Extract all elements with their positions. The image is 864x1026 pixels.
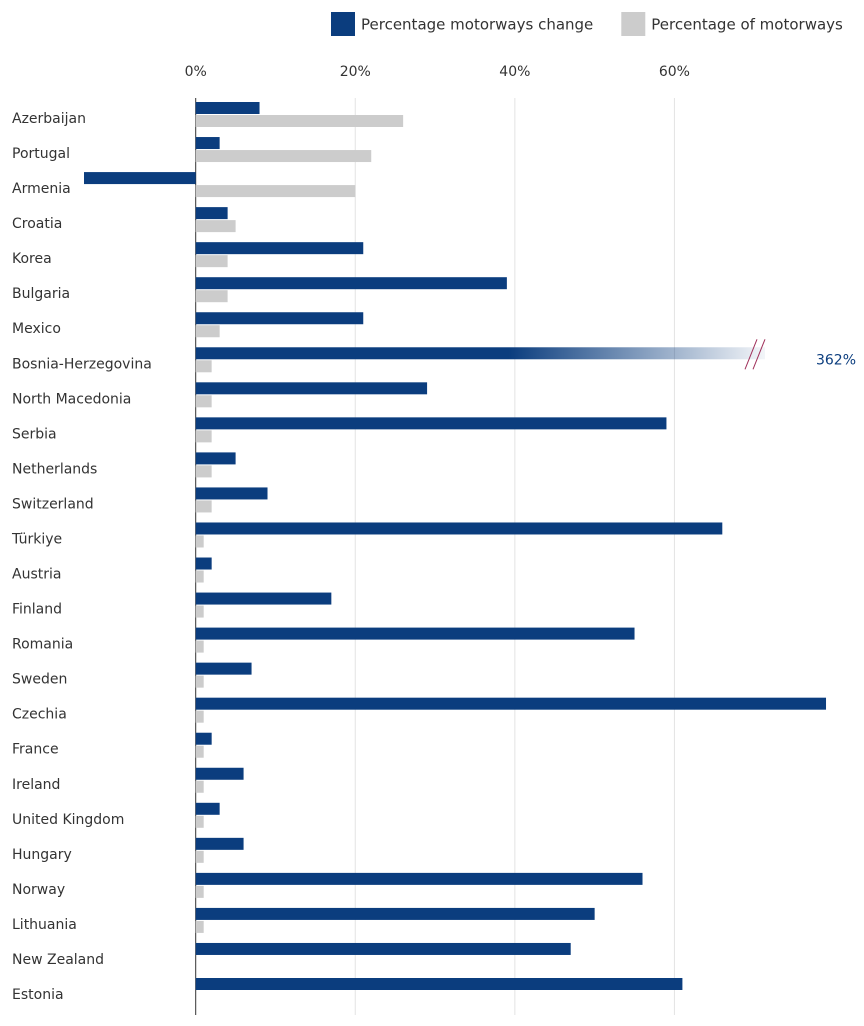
x-tick-label: 40% — [499, 64, 530, 80]
bar — [195, 395, 212, 408]
bar — [195, 850, 204, 863]
bar — [195, 662, 252, 675]
y-tick-label: Lithuania — [12, 917, 77, 933]
bar — [84, 172, 196, 185]
y-tick-label: United Kingdom — [12, 812, 124, 828]
bar — [195, 277, 507, 290]
bar — [195, 815, 204, 828]
bar — [195, 242, 364, 255]
bar — [195, 907, 595, 920]
legend-label: Percentage of motorways — [651, 16, 843, 34]
bar — [195, 605, 204, 618]
bar — [195, 207, 228, 220]
y-tick-label: Czechia — [12, 707, 67, 723]
y-tick-label: Hungary — [12, 847, 72, 863]
x-tick-label: 20% — [340, 64, 371, 80]
bar — [195, 627, 635, 640]
bar — [195, 522, 723, 535]
y-tick-label: Norway — [12, 882, 65, 898]
bar — [195, 557, 212, 570]
y-tick-label: Croatia — [12, 216, 62, 232]
y-tick-label: Korea — [12, 251, 52, 267]
bar — [195, 885, 204, 898]
bar — [195, 837, 244, 850]
y-tick-label: Netherlands — [12, 461, 97, 477]
y-tick-label: Serbia — [12, 426, 57, 442]
break-mark — [744, 339, 758, 370]
x-tick-label: 60% — [659, 64, 690, 80]
bar — [195, 452, 236, 465]
y-tick-label: Sweden — [12, 672, 67, 688]
y-tick-label: Mexico — [12, 321, 61, 337]
y-tick-label: Romania — [12, 637, 73, 653]
break-mark — [752, 339, 766, 370]
y-tick-label: Switzerland — [12, 496, 94, 512]
y-tick-label: Portugal — [12, 146, 70, 162]
bar — [195, 500, 212, 513]
x-tick-label: 0% — [185, 64, 207, 80]
bar — [195, 780, 204, 793]
y-tick-label: North Macedonia — [12, 391, 131, 407]
bar — [195, 710, 204, 723]
y-tick-label: Finland — [12, 602, 62, 618]
y-tick-label: Estonia — [12, 987, 64, 1003]
bar — [195, 640, 204, 653]
bar — [195, 290, 228, 303]
legend-label: Percentage motorways change — [361, 16, 593, 34]
y-tick-label: Bosnia-Herzegovina — [12, 356, 152, 372]
y-tick-label: Türkiye — [11, 531, 62, 547]
bar — [195, 102, 260, 114]
bar — [195, 920, 204, 933]
y-tick-label: New Zealand — [12, 952, 104, 968]
bar — [195, 745, 204, 758]
bar — [195, 465, 212, 478]
bar — [195, 697, 827, 710]
bar — [195, 570, 204, 583]
bar — [195, 312, 364, 325]
bar — [195, 978, 683, 990]
bar — [195, 360, 212, 373]
bar — [195, 732, 212, 745]
y-tick-label: Ireland — [12, 777, 60, 793]
y-tick-label: Armenia — [12, 181, 71, 197]
bar — [195, 767, 244, 780]
y-tick-label: Azerbaijan — [12, 111, 86, 127]
bar — [195, 185, 356, 198]
bar — [195, 382, 428, 395]
y-tick-label: France — [12, 742, 59, 758]
bar — [195, 115, 404, 127]
y-tick-label: Austria — [12, 567, 61, 583]
legend-swatch — [331, 12, 355, 36]
bar — [195, 417, 667, 430]
bar — [195, 592, 332, 605]
bar — [195, 137, 220, 150]
bar — [195, 150, 372, 163]
bar — [195, 802, 220, 815]
bar — [195, 487, 268, 500]
bar — [195, 255, 228, 268]
y-tick-label: Bulgaria — [12, 286, 70, 302]
bar — [195, 535, 204, 548]
bar — [195, 325, 220, 338]
bar — [195, 942, 571, 955]
data-label: 362% — [816, 352, 856, 368]
bar — [195, 220, 236, 233]
bar — [195, 430, 212, 443]
bar — [195, 675, 204, 688]
bar — [195, 872, 643, 885]
legend-swatch — [621, 12, 646, 36]
bar — [195, 347, 765, 360]
